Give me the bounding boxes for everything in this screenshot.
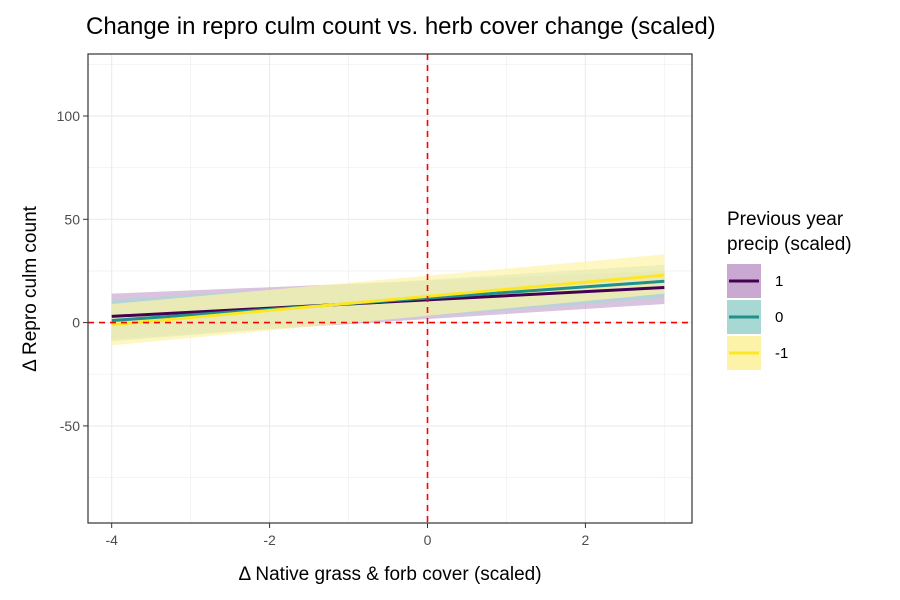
legend-label-1: 1 — [775, 273, 783, 290]
legend-title-line1: Previous year — [727, 209, 844, 230]
legend: Previous year precip (scaled) 1 0 -1 — [727, 209, 852, 370]
x-tick-label: -4 — [105, 532, 118, 548]
plot-panel — [87, 53, 693, 524]
chart-title: Change in repro culm count vs. herb cove… — [86, 13, 716, 40]
plot-border — [87, 53, 693, 524]
legend-label--1: -1 — [775, 345, 788, 362]
legend-keys: 1 0 -1 — [727, 264, 788, 370]
x-axis-title: Δ Native grass & forb cover (scaled) — [238, 564, 541, 585]
y-tick-label: -50 — [60, 418, 80, 434]
y-tick-label: 50 — [64, 211, 80, 227]
reference-lines — [88, 54, 692, 523]
y-tick-label: 0 — [72, 315, 80, 331]
line-series--1 — [111, 273, 665, 327]
legend-label-0: 0 — [775, 309, 783, 326]
y-axis-title: Δ Repro culm count — [20, 205, 41, 372]
x-tick-label: 0 — [424, 532, 432, 548]
x-tick-label: -2 — [263, 532, 276, 548]
axis-ticks: -4 -2 0 2 -50 0 50 100 — [57, 108, 590, 548]
x-tick-label: 2 — [582, 532, 590, 548]
legend-title-line2: precip (scaled) — [727, 234, 852, 255]
trend-lines — [111, 273, 665, 327]
y-tick-label: 100 — [57, 108, 81, 124]
